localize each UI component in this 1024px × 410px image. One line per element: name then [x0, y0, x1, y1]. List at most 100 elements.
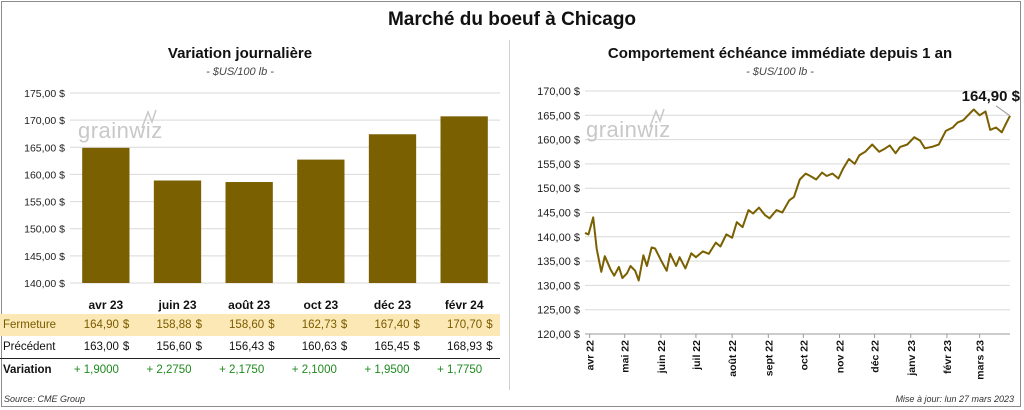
currency-cell: $ [118, 314, 137, 336]
table-cell: 164,90 [64, 314, 119, 336]
currency-cell: $ [191, 314, 210, 336]
table-cell: 156,43 [209, 336, 265, 359]
line-y-tick-label: 120,00 $ [537, 329, 580, 341]
bar-category-label: juin 23 [157, 298, 196, 312]
bar-chart: 140,00 $ 145,00 $ 150,00 $ 155,00 $ 160,00 $… [24, 88, 500, 312]
table-cell: 170,70 [427, 314, 483, 336]
currency-cell: $ [482, 314, 500, 336]
right-chart-title: Comportement échéance immédiate depuis 1… [607, 45, 953, 62]
currency-cell [410, 359, 428, 382]
currency-cell: $ [336, 314, 355, 336]
currency-cell: $ [191, 336, 210, 359]
left-chart-unit: - $US/100 lb - [206, 66, 274, 78]
table-row: Précédent 163,00 $156,60 $156,43 $160,63 $165… [0, 336, 500, 359]
price-table: Fermeture 164,90 $158,88 $158,60 $162,73 $167… [0, 314, 500, 381]
line-y-tick-label: 160,00 $ [537, 135, 580, 147]
line-y-tick-label: 130,00 $ [537, 280, 580, 292]
table-cell: 165,45 [354, 336, 410, 359]
line-x-tick-label: oct 22 [798, 340, 810, 371]
currency-cell: $ [336, 336, 355, 359]
line-y-tick-label: 150,00 $ [537, 183, 580, 195]
currency-cell [264, 359, 282, 382]
table-cell: + 2,2750 [146, 364, 192, 376]
bar-1 [153, 180, 202, 283]
currency-cell: $ [482, 336, 500, 359]
bar-category-label: août 23 [228, 298, 270, 312]
line-x-tick-label: janv 23 [906, 340, 918, 377]
line-y-tick-label: 170,00 $ [537, 86, 580, 98]
currency-cell: $ [264, 314, 283, 336]
right-chart-unit: - $US/100 lb - [746, 66, 814, 78]
bar-4 [368, 134, 417, 283]
last-value-leader [995, 105, 1011, 117]
table-row: Fermeture 164,90 $158,88 $158,60 $162,73 $167… [0, 314, 500, 336]
currency-cell: $ [118, 336, 137, 359]
table-cell: 162,73 [282, 314, 337, 336]
line-x-tick-label: févr 23 [942, 340, 954, 374]
last-value-label: 164,90 $ [962, 88, 1021, 105]
line-x-tick-label: sept 22 [763, 340, 775, 376]
table-cell: 168,93 [427, 336, 483, 359]
line-x-tick-label: nov 22 [835, 340, 847, 373]
line-x-tick-label: déc 22 [870, 340, 882, 373]
table-cell: 156,60 [136, 336, 192, 359]
line-y-tick-label: 125,00 $ [537, 305, 580, 317]
watermark-arrow-icon [141, 109, 157, 129]
bar-y-tick-label: 170,00 $ [24, 115, 65, 127]
currency-cell: $ [409, 336, 428, 359]
row-label: Précédent [0, 336, 65, 359]
bar-0 [82, 147, 130, 283]
grainwiz-watermark: grainwiz [586, 108, 671, 142]
table-cell: 158,88 [136, 314, 192, 336]
line-y-tick-label: 155,00 $ [537, 159, 580, 171]
grainwiz-watermark: grainwiz [78, 109, 163, 143]
table-cell: + 2,1750 [219, 364, 265, 376]
bar-category-label: oct 23 [303, 298, 338, 312]
left-chart-title: Variation journalière [167, 45, 313, 62]
watermark-text: grainwiz [586, 117, 671, 142]
row-label: Fermeture [0, 314, 65, 336]
watermark-text: grainwiz [78, 118, 163, 143]
bar-y-tick-label: 145,00 $ [24, 251, 65, 263]
currency-cell: $ [409, 314, 428, 336]
line-y-tick-label: 140,00 $ [537, 232, 580, 244]
line-x-tick-label: août 22 [727, 340, 739, 377]
line-x-tick-label: juil 22 [691, 340, 703, 371]
table-cell: 167,40 [354, 314, 410, 336]
bar-5 [440, 116, 488, 283]
source-note: Source: CME Group [4, 394, 86, 404]
line-x-tick-label: mars 23 [975, 340, 987, 380]
price-series-line [584, 108, 1011, 282]
bar-category-label: avr 23 [88, 298, 123, 312]
bar-y-tick-label: 175,00 $ [24, 88, 65, 100]
bar-2 [225, 182, 273, 283]
update-note: Mise à jour: lun 27 mars 2023 [895, 394, 1014, 404]
line-x-tick-label: avr 22 [585, 340, 597, 371]
bar-category-label: déc 23 [374, 298, 412, 312]
main-title: Marché du boeuf à Chicago [387, 9, 637, 30]
table-cell: + 1,9000 [73, 364, 119, 376]
panel-divider [509, 40, 510, 390]
currency-cell [192, 359, 210, 382]
line-y-tick-label: 145,00 $ [537, 208, 580, 220]
bar-3 [297, 159, 345, 283]
bar-y-tick-label: 160,00 $ [24, 169, 65, 181]
bar-category-label: févr 24 [445, 298, 484, 312]
bar-y-tick-label: 165,00 $ [24, 142, 65, 154]
table-cell: + 1,9500 [364, 364, 410, 376]
line-y-tick-label: 165,00 $ [537, 110, 580, 122]
table-row: Variation + 1,9000 + 2,2750 + 2,1750 + 2,100… [0, 359, 500, 382]
row-label: Variation [3, 364, 52, 376]
currency-cell [337, 359, 355, 382]
bar-y-tick-label: 155,00 $ [24, 197, 65, 209]
currency-cell [482, 359, 500, 382]
currency-cell [119, 359, 137, 382]
line-y-tick-label: 135,00 $ [537, 256, 580, 268]
table-cell: + 2,1000 [291, 364, 337, 376]
bar-y-tick-label: 150,00 $ [24, 224, 65, 236]
line-x-tick-label: mai 22 [620, 340, 632, 373]
bar-y-tick-label: 140,00 $ [24, 278, 65, 290]
table-cell: 163,00 [64, 336, 119, 359]
line-x-tick-label: juin 22 [656, 340, 668, 374]
